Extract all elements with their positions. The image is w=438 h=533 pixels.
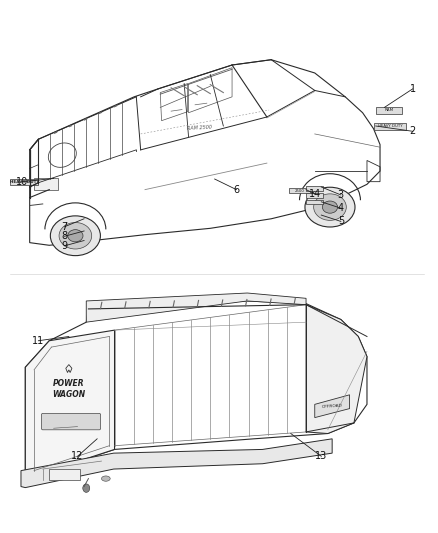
Text: 11: 11 [32, 336, 45, 346]
Text: 6: 6 [233, 184, 240, 195]
Text: HEAVY DUTY: HEAVY DUTY [378, 124, 403, 128]
Bar [306, 187, 323, 191]
Text: HEAVY DUTY: HEAVY DUTY [10, 180, 39, 184]
Text: OFFROAD: OFFROAD [321, 404, 343, 409]
Bar [10, 179, 39, 185]
Ellipse shape [59, 222, 92, 249]
Ellipse shape [314, 194, 346, 220]
Text: 10: 10 [16, 176, 28, 187]
Polygon shape [25, 330, 115, 479]
Bar [376, 107, 402, 114]
Circle shape [83, 484, 90, 492]
Text: 4: 4 [338, 203, 344, 213]
Bar [289, 188, 311, 193]
Ellipse shape [50, 216, 100, 256]
Ellipse shape [305, 187, 355, 227]
Bar [306, 200, 323, 205]
Bar [34, 178, 58, 190]
Bar [49, 469, 80, 480]
Text: WAGON: WAGON [52, 390, 85, 399]
Text: 14: 14 [309, 189, 321, 199]
Text: 1: 1 [410, 84, 416, 94]
Polygon shape [315, 395, 350, 418]
Text: RAM 2500: RAM 2500 [187, 124, 212, 131]
Polygon shape [86, 293, 306, 322]
Text: 12: 12 [71, 451, 84, 462]
Text: 5: 5 [338, 216, 344, 227]
Polygon shape [21, 439, 332, 488]
Bar [374, 123, 406, 130]
Text: RAM: RAM [384, 108, 393, 112]
Polygon shape [306, 305, 367, 433]
Text: 3: 3 [338, 190, 344, 200]
Text: 7: 7 [61, 222, 67, 232]
Text: POWER: POWER [53, 378, 85, 387]
Text: 8: 8 [61, 231, 67, 241]
Text: 2: 2 [410, 126, 416, 136]
Ellipse shape [322, 201, 338, 213]
Text: 13: 13 [315, 451, 327, 462]
Text: 9: 9 [61, 241, 67, 251]
Ellipse shape [68, 230, 83, 242]
FancyBboxPatch shape [42, 414, 101, 430]
Text: 2500: 2500 [295, 189, 304, 192]
Bar [306, 193, 323, 198]
Ellipse shape [102, 476, 110, 481]
